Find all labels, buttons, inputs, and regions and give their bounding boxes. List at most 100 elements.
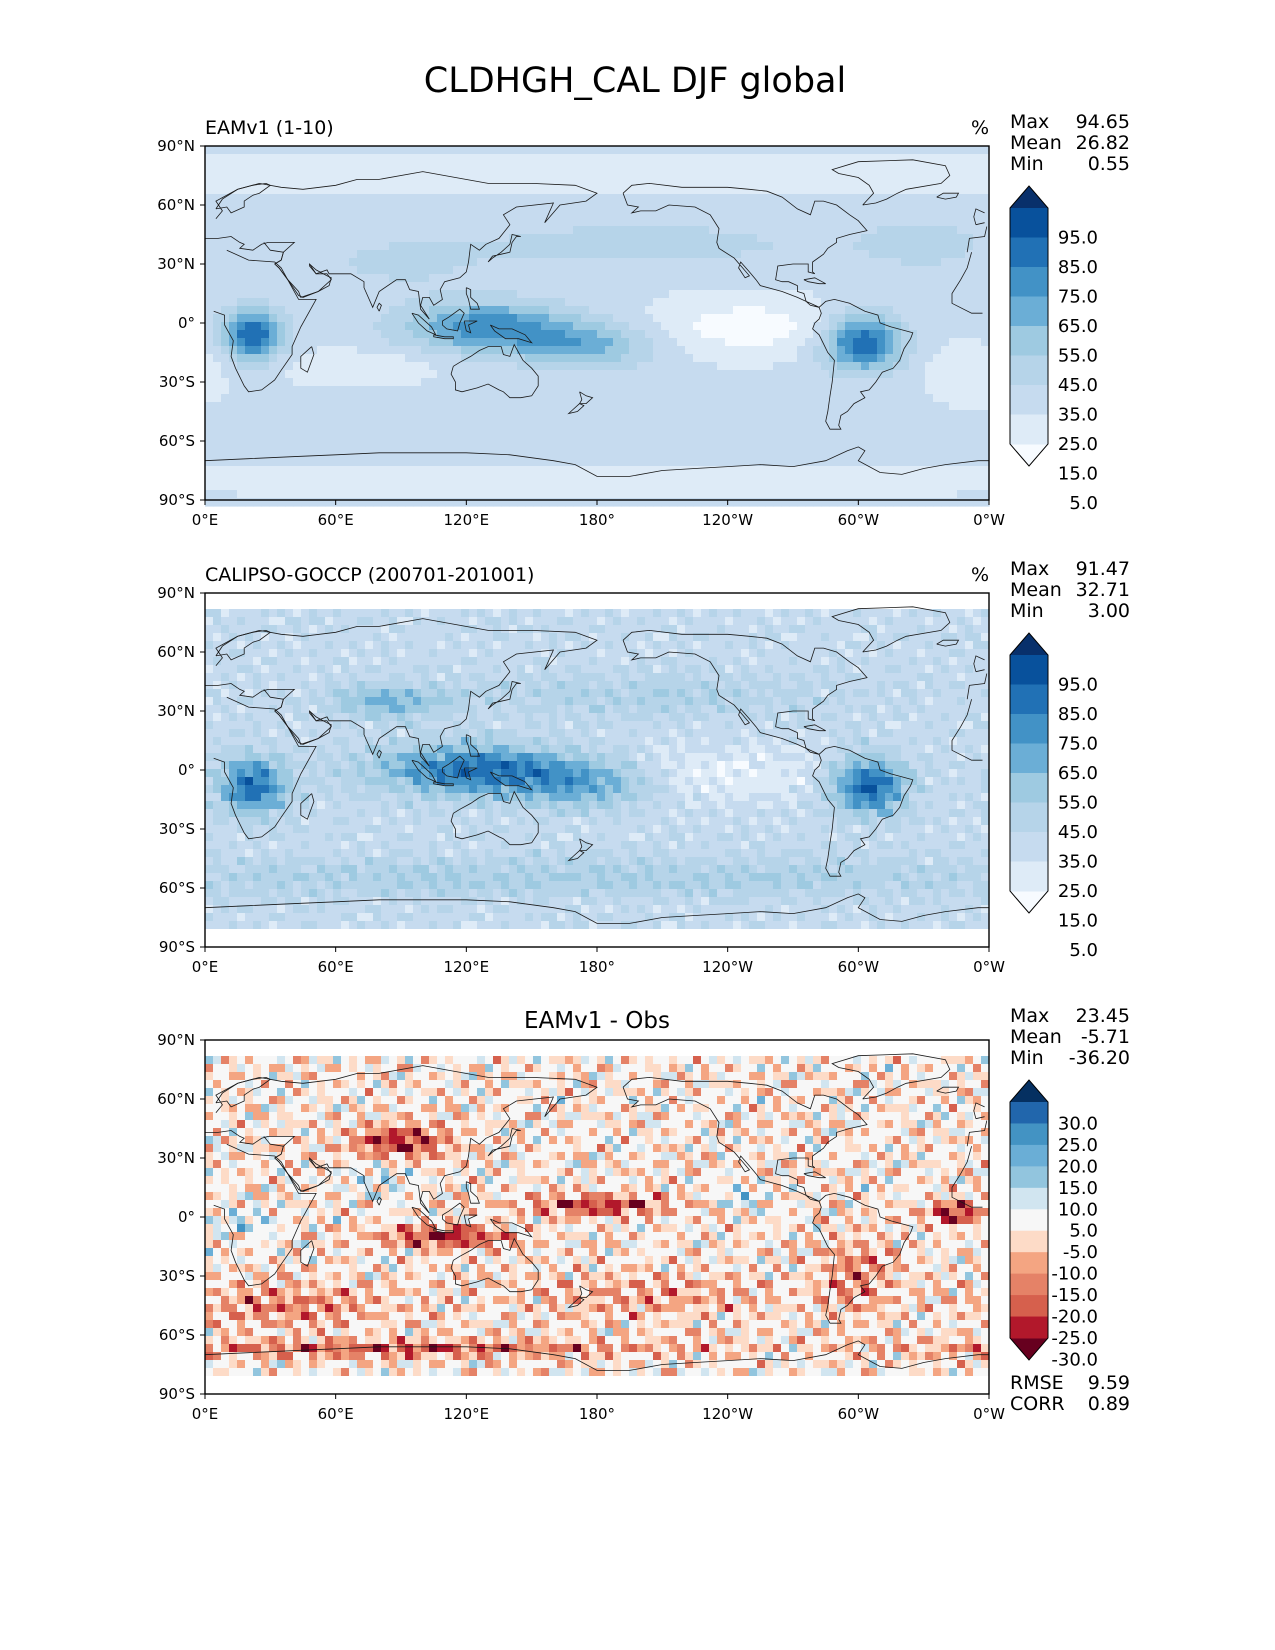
colorbar-tick-label: 55.0 <box>1058 793 1098 814</box>
colorbar-outline <box>1009 185 1049 467</box>
panel-title: CALIPSO-GOCCP (200701-201001) <box>205 564 534 586</box>
colorbar-tick-label: 5.0 <box>1069 1221 1098 1242</box>
coastlines <box>204 606 989 924</box>
y-tick-label: 90°N <box>157 1031 195 1049</box>
colorbar-swatch <box>1010 355 1048 386</box>
x-tick-label: 0°W <box>973 958 1005 976</box>
metric-label: RMSE <box>1010 1372 1064 1394</box>
x-tick-label: 180° <box>579 958 615 976</box>
y-tick-label: 30°N <box>157 702 195 720</box>
colorbar-extend-max <box>1010 1080 1048 1102</box>
colorbar-tick-label: -10.0 <box>1051 1264 1098 1285</box>
coast-segment <box>213 1143 983 1287</box>
colorbar-swatch <box>1010 267 1048 297</box>
y-tick-label: 0° <box>178 314 195 332</box>
stat-value: -5.71 <box>1081 1026 1130 1048</box>
y-tick-label: 60°S <box>159 1326 195 1344</box>
coast-segment <box>831 1053 951 1100</box>
colorbar-tick-label: 65.0 <box>1058 763 1098 784</box>
colorbar-swatch <box>1010 743 1048 774</box>
coast-segment <box>433 1228 454 1234</box>
coast-segment <box>936 1086 960 1094</box>
colorbar-extend-max <box>1010 633 1048 655</box>
y-tick-label: 60°N <box>157 196 195 214</box>
colorbar-tick-label: 45.0 <box>1058 375 1098 396</box>
colorbar-swatch <box>1010 1144 1048 1167</box>
colorbar-swatch <box>1010 1273 1048 1296</box>
panels: 0°E 60°E 120°E 180° 120°W 60°W 0°W 90°N 60°N 30°N… <box>157 111 1130 1423</box>
colorbar-swatch <box>1010 1209 1048 1232</box>
coast-segment <box>578 391 594 404</box>
stat-label: Max <box>1010 558 1049 580</box>
y-tick-label: 60°N <box>157 1090 195 1108</box>
stat-label: Min <box>1010 153 1044 175</box>
y-tick-label: 30°S <box>159 820 195 838</box>
x-tick-label: 0°E <box>192 958 219 976</box>
colorbar-tick-label: 65.0 <box>1058 316 1098 337</box>
panel-reference: 0°E 60°E 120°E 180° 120°W 60°W 0°W 90°N 60°N 30°N… <box>157 558 1130 976</box>
field-reference <box>205 593 990 954</box>
coast-segment <box>215 182 272 214</box>
stat-label: Max <box>1010 1005 1049 1027</box>
colorbar-swatch <box>1010 832 1048 862</box>
colorbar-swatch <box>1010 1123 1048 1146</box>
stat-label: Mean <box>1010 1026 1062 1048</box>
coast-segment <box>803 1171 826 1179</box>
coast-segment <box>622 182 868 308</box>
colorbar-swatch <box>1010 655 1048 685</box>
coast-segment <box>450 790 539 846</box>
y-tick-label: 90°S <box>159 491 195 509</box>
colorbar-tick-label: 10.0 <box>1058 1199 1098 1220</box>
colorbar-outline <box>1009 1079 1049 1361</box>
colorbar-tick-label: 75.0 <box>1058 287 1098 308</box>
field-test <box>205 146 990 507</box>
colorbar-swatch <box>1010 1316 1048 1339</box>
x-tick-label: 120°W <box>702 511 753 529</box>
stat-label: Max <box>1010 111 1049 133</box>
coast-segment <box>578 838 594 851</box>
colorbar-extend-min <box>1010 1338 1048 1360</box>
stat-label: Min <box>1010 600 1044 622</box>
coast-segment <box>567 1297 585 1309</box>
colorbar-swatch <box>1010 326 1048 356</box>
coast-segment <box>205 236 296 265</box>
y-tick-label: 30°N <box>157 255 195 273</box>
coast-segment <box>215 1076 272 1108</box>
metric-value: 9.59 <box>1088 1372 1130 1394</box>
colorbar-tick-label: 45.0 <box>1058 822 1098 843</box>
coast-segment <box>463 1214 478 1228</box>
colorbar-swatch <box>1010 385 1048 415</box>
coast-segment <box>936 639 960 647</box>
colorbar-swatch <box>1010 684 1048 715</box>
coast-segment <box>376 302 382 312</box>
colorbar-swatch <box>1010 237 1048 268</box>
colorbar-tick-label: 95.0 <box>1058 228 1098 249</box>
x-tick-label: 60°W <box>838 1405 880 1423</box>
x-tick-label: 60°E <box>318 958 354 976</box>
colorbar-tick-label: 85.0 <box>1058 257 1098 278</box>
coast-segment <box>812 1192 914 1324</box>
y-tick-label: 90°S <box>159 938 195 956</box>
x-tick-label: 0°E <box>192 511 219 529</box>
x-tick-label: 180° <box>579 511 615 529</box>
coast-segment <box>622 629 868 755</box>
colorbar-tick-label: 25.0 <box>1058 881 1098 902</box>
coast-segment <box>204 893 989 924</box>
coast-segment <box>487 1128 521 1157</box>
colorbar-tick-label: 85.0 <box>1058 704 1098 725</box>
stat-value: 32.71 <box>1076 579 1130 601</box>
colorbar-swatch <box>1010 296 1048 327</box>
colorbar-tick-label: -25.0 <box>1051 1328 1098 1349</box>
coast-segment <box>433 334 454 340</box>
panel-title: EAMv1 (1-10) <box>205 117 334 139</box>
colorbar-tick-label: 5.0 <box>1069 940 1098 961</box>
coast-segment <box>300 1240 315 1267</box>
coast-segment <box>204 1340 989 1371</box>
colorbar-tick-label: 25.0 <box>1058 1135 1098 1156</box>
colorbar-extend-min <box>1010 444 1048 466</box>
colorbar-tick-label: 5.0 <box>1069 493 1098 514</box>
coastlines <box>204 159 989 477</box>
coast-segment <box>215 1065 988 1214</box>
coast-segment <box>463 320 478 334</box>
